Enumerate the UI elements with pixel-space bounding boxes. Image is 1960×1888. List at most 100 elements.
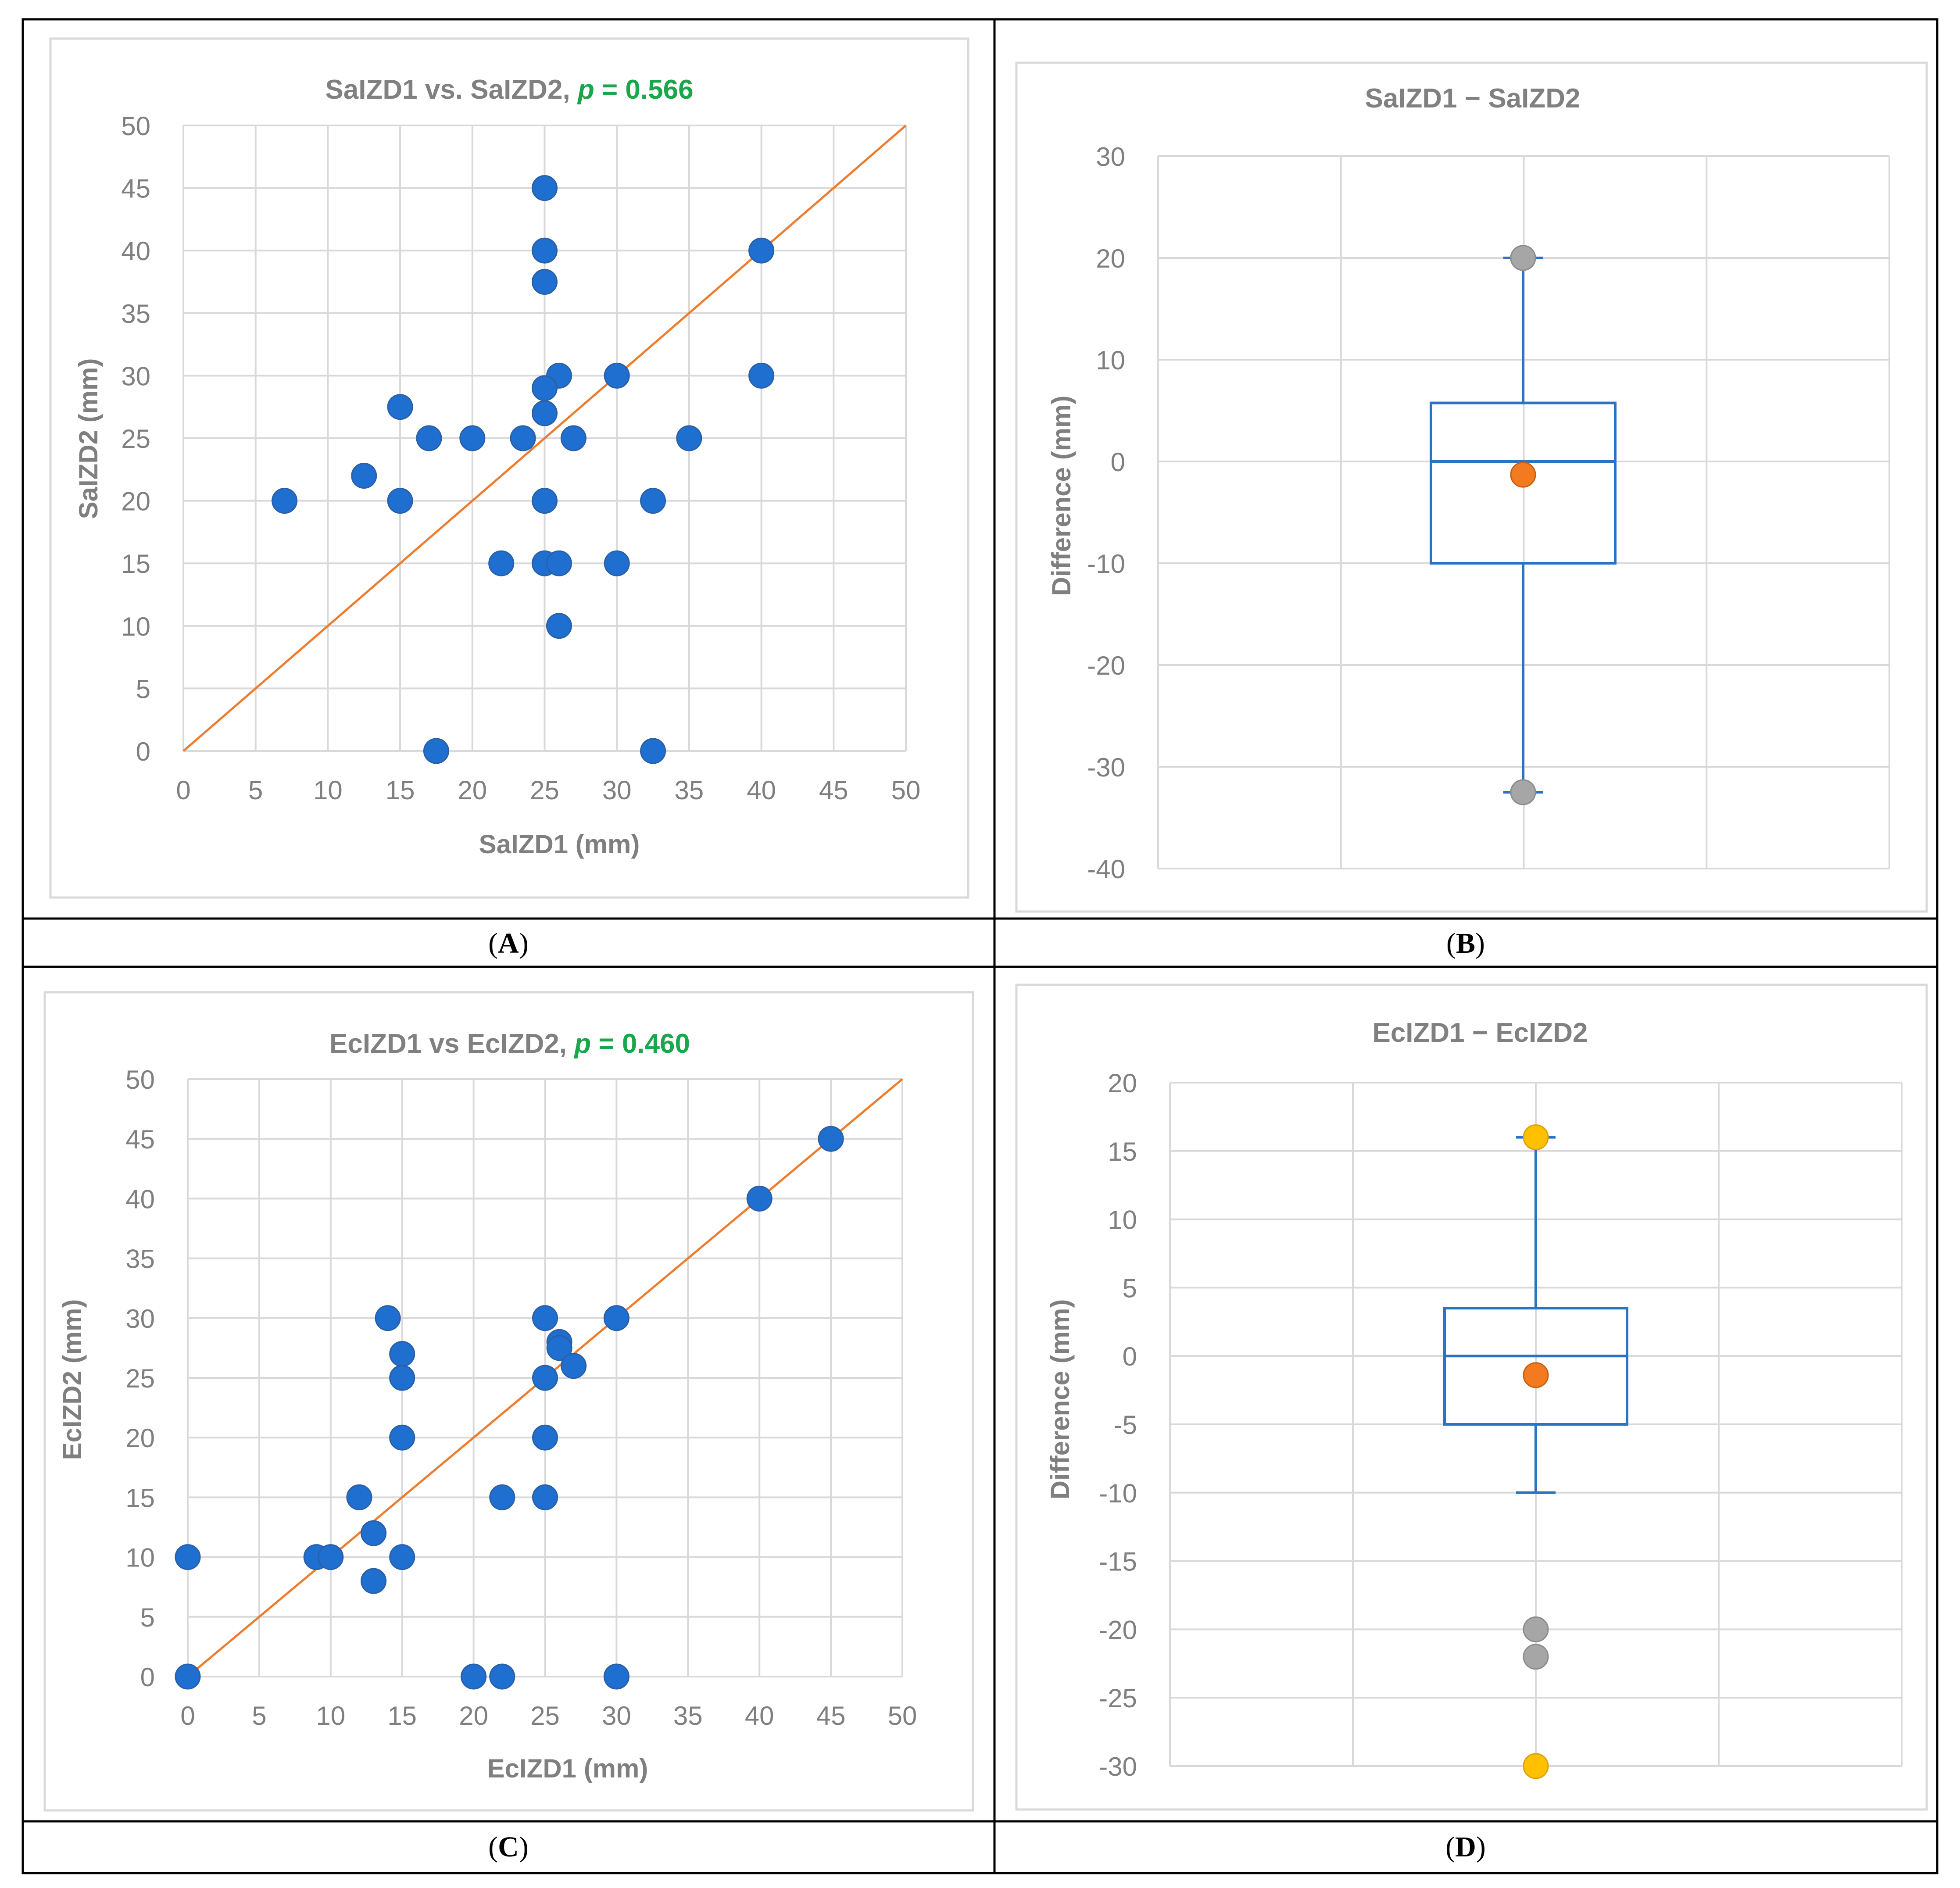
chart-c-point bbox=[389, 1365, 415, 1391]
chart-a-x-tick: 15 bbox=[386, 776, 415, 805]
chart-d-mean-marker bbox=[1523, 1362, 1549, 1388]
chart-a-point bbox=[351, 463, 377, 489]
chart-c-x-tick: 50 bbox=[888, 1701, 917, 1731]
chart-d-y-tick: -25 bbox=[1099, 1684, 1137, 1713]
chart-d-outlier-yellow bbox=[1523, 1124, 1549, 1151]
chart-c-y-tick: 15 bbox=[125, 1483, 155, 1513]
chart-b-grid bbox=[1157, 155, 1890, 869]
chart-c-point bbox=[461, 1663, 487, 1690]
chart-a-x-tick: 5 bbox=[248, 776, 263, 805]
chart-c-y-tick: 30 bbox=[125, 1304, 155, 1334]
chart-a-identity-line-group bbox=[182, 125, 907, 752]
chart-a-x-tick: 30 bbox=[602, 776, 632, 805]
chart-a-point bbox=[532, 237, 558, 264]
chart-c-point bbox=[375, 1305, 401, 1331]
chart-c-y-tick: 20 bbox=[125, 1423, 155, 1453]
chart-c-point bbox=[489, 1663, 515, 1690]
chart-c-x-tick: 5 bbox=[252, 1701, 266, 1731]
chart-c-y-tick: 35 bbox=[125, 1244, 155, 1274]
chart-d-title: EcIZD1 − EcIZD2 bbox=[1372, 1018, 1588, 1048]
chart-a-y-tick: 35 bbox=[121, 299, 150, 329]
chart-d-y-tick: -10 bbox=[1099, 1479, 1137, 1508]
chart-a-y-tick: 45 bbox=[121, 174, 150, 204]
chart-d-iqr-box bbox=[1443, 1307, 1628, 1426]
chart-a-y-tick: 0 bbox=[136, 737, 150, 766]
chart-a-point bbox=[546, 550, 572, 576]
chart-c-x-tick: 35 bbox=[673, 1701, 703, 1731]
chart-b-y-tick: 30 bbox=[1096, 142, 1125, 172]
chart-b-iqr-box bbox=[1430, 401, 1617, 565]
chart-b-y-axis-label: Difference (mm) bbox=[1047, 396, 1076, 596]
chart-c-point bbox=[546, 1335, 572, 1361]
chart-a-point bbox=[488, 550, 515, 576]
chart-c-x-tick-labels: 0 5 10 15 20 25 30 35 40 45 50 bbox=[180, 1701, 917, 1731]
chart-a-point bbox=[532, 175, 558, 201]
chart-c-points bbox=[175, 1126, 844, 1690]
chart-a-y-tick: 50 bbox=[121, 111, 150, 141]
chart-a-point bbox=[272, 488, 298, 514]
chart-a-x-tick-labels: 0 5 10 15 20 25 30 35 40 45 50 bbox=[176, 776, 920, 805]
chart-d-frame bbox=[1015, 983, 1928, 1811]
chart-b-y-tick: 10 bbox=[1096, 346, 1125, 375]
chart-a-y-tick: 15 bbox=[121, 549, 150, 579]
chart-b-mean-marker bbox=[1510, 461, 1536, 488]
chart-c-point bbox=[532, 1424, 558, 1451]
chart-a-point bbox=[748, 237, 775, 264]
chart-c-y-tick: 25 bbox=[125, 1364, 155, 1393]
chart-c-point bbox=[318, 1544, 344, 1570]
chart-a-x-tick: 45 bbox=[819, 776, 848, 805]
chart-a-x-tick: 50 bbox=[891, 776, 921, 805]
chart-a-title: SaIZD1 vs. SaIZD2, p = 0.566 bbox=[325, 75, 693, 105]
chart-a: SaIZD1 vs. SaIZD2, p = 0.566 0 5 10 15 20 25 3… bbox=[49, 37, 969, 899]
chart-a-point bbox=[459, 425, 486, 451]
chart-d-outlier-gray bbox=[1523, 1644, 1549, 1670]
chart-c-point bbox=[175, 1544, 201, 1570]
chart-b-boxplot bbox=[1430, 245, 1617, 805]
chart-d-y-tick-labels: -30 -25 -20 -15 -10 -5 0 5 10 15 20 bbox=[1099, 1069, 1137, 1781]
chart-a-x-tick: 35 bbox=[675, 776, 704, 805]
chart-b-y-tick: 20 bbox=[1096, 244, 1125, 273]
chart-b-y-tick: -20 bbox=[1087, 651, 1125, 680]
chart-a-point bbox=[532, 400, 558, 426]
chart-c-y-axis-label: EcIZD2 (mm) bbox=[57, 1299, 87, 1460]
chart-a-x-tick: 25 bbox=[530, 776, 559, 805]
chart-d-y-tick: -30 bbox=[1099, 1752, 1137, 1781]
chart-a-point bbox=[604, 550, 630, 576]
caption-d: (D) bbox=[1445, 1831, 1486, 1863]
figure-table bbox=[21, 18, 1939, 1874]
chart-b-y-tick-labels: -40 -30 -20 -10 0 10 20 30 bbox=[1087, 142, 1125, 884]
chart-b-y-tick: -10 bbox=[1087, 549, 1125, 579]
chart-d-y-tick: -15 bbox=[1099, 1547, 1137, 1577]
chart-c-x-tick: 15 bbox=[387, 1701, 417, 1731]
chart-d-outlier-gray bbox=[1523, 1616, 1549, 1642]
chart-c-point bbox=[389, 1424, 415, 1451]
chart-c-x-tick: 10 bbox=[316, 1701, 345, 1731]
chart-b-outlier-gray bbox=[1510, 779, 1536, 805]
chart-a-point bbox=[423, 738, 449, 764]
chart-c-y-tick: 5 bbox=[140, 1603, 155, 1632]
chart-c-point bbox=[532, 1305, 558, 1331]
chart-d: EcIZD1 − EcIZD2 -30 -25 -20 -15 -10 -5 0 5 10 15 2… bbox=[1015, 983, 1928, 1811]
chart-a-y-tick: 40 bbox=[121, 236, 150, 266]
chart-a-point bbox=[640, 738, 666, 764]
chart-b-y-tick: -40 bbox=[1087, 855, 1125, 884]
chart-c: EcIZD1 vs EcIZD2, p = 0.460 0 5 10 15 20 25 30… bbox=[43, 991, 974, 1812]
chart-c-y-tick: 40 bbox=[125, 1184, 155, 1214]
chart-a-y-tick: 20 bbox=[121, 487, 150, 516]
chart-c-point bbox=[603, 1305, 629, 1331]
chart-c-point bbox=[532, 1365, 558, 1391]
chart-c-y-tick-labels: 0 5 10 15 20 25 30 35 40 45 50 bbox=[125, 1065, 155, 1692]
chart-c-point bbox=[346, 1484, 372, 1510]
table-border bbox=[21, 18, 1939, 1874]
chart-a-point bbox=[387, 488, 413, 514]
chart-d-y-tick: -20 bbox=[1099, 1615, 1137, 1645]
caption-c: (C) bbox=[488, 1831, 529, 1863]
chart-c-x-tick: 30 bbox=[602, 1701, 631, 1731]
chart-a-point bbox=[416, 425, 442, 451]
chart-c-point bbox=[603, 1663, 629, 1690]
chart-d-boxplot bbox=[1443, 1124, 1628, 1779]
chart-b-y-tick: 0 bbox=[1111, 447, 1125, 477]
chart-c-y-tick: 50 bbox=[125, 1065, 155, 1094]
chart-b-frame bbox=[1015, 61, 1928, 913]
chart-b-y-tick: -30 bbox=[1087, 753, 1125, 782]
